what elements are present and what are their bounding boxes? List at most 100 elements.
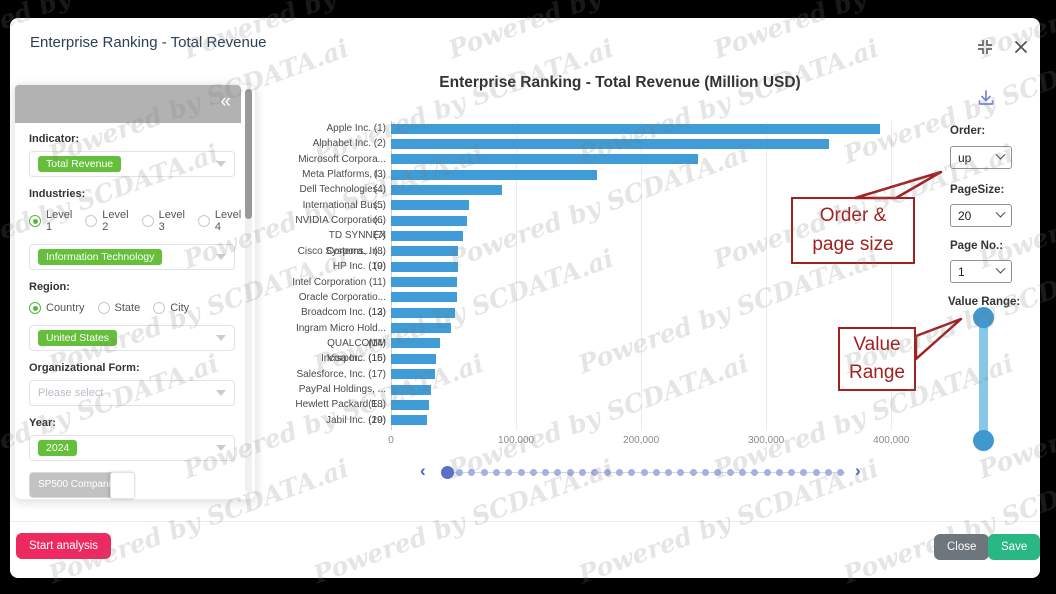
chart-row: HP Inc. (10) xyxy=(290,259,950,275)
pagination-dot[interactable] xyxy=(677,469,685,476)
pagination-dot[interactable] xyxy=(492,469,500,476)
radio-city[interactable]: City xyxy=(153,302,189,314)
pagination-dot[interactable] xyxy=(480,469,488,476)
grid-line xyxy=(641,121,643,430)
pagination-dot[interactable] xyxy=(542,469,550,476)
bar xyxy=(391,292,458,303)
value-range-lower-handle[interactable] xyxy=(973,430,994,451)
collapse-window-icon[interactable] xyxy=(976,38,994,56)
pagination-dot[interactable] xyxy=(837,469,845,476)
indicator-select[interactable]: Total Revenue xyxy=(29,151,235,177)
pagination-dot[interactable] xyxy=(505,469,513,476)
pagination-dot[interactable] xyxy=(468,469,476,476)
pagination-dot[interactable] xyxy=(554,469,562,476)
radio-level-4[interactable]: Level 4 xyxy=(197,209,241,233)
bar xyxy=(391,184,502,195)
country-tag: United States xyxy=(38,329,118,347)
pagination-dot[interactable] xyxy=(788,469,796,476)
pagination-dot[interactable] xyxy=(738,469,746,476)
modal-title: Enterprise Ranking - Total Revenue xyxy=(30,34,267,51)
year-select[interactable]: 2024 xyxy=(29,435,235,461)
order-select[interactable]: up xyxy=(950,146,1012,169)
pagination-dot[interactable] xyxy=(579,469,586,476)
bar-category-label: QUALCOMM Incorpor... (15) xyxy=(320,337,386,365)
bar xyxy=(391,369,435,380)
pagination-dot[interactable] xyxy=(689,469,697,476)
x-axis-tick: 300,000 xyxy=(748,435,785,446)
pagination-dot[interactable] xyxy=(812,469,820,476)
pagination-dot[interactable] xyxy=(517,469,525,476)
pagination-dot[interactable] xyxy=(775,469,783,476)
pagination-dot[interactable] xyxy=(763,469,771,476)
pagination-dot[interactable] xyxy=(566,469,574,476)
bar xyxy=(391,307,456,318)
bar xyxy=(391,231,463,242)
industry-select[interactable]: Information Technology xyxy=(29,244,235,270)
radio-level-3[interactable]: Level 3 xyxy=(141,209,185,233)
pagination-dot[interactable] xyxy=(751,469,759,476)
bar-category-label: NVIDIA Corporatio... (7) xyxy=(295,215,386,242)
pagesize-select[interactable]: 20 xyxy=(950,204,1012,227)
region-label: Region: xyxy=(29,281,70,293)
sidebar-scrollbar-thumb[interactable] xyxy=(245,89,252,219)
start-analysis-button[interactable]: Start analysis xyxy=(16,533,112,559)
pagination-dot-active[interactable] xyxy=(440,466,454,479)
sp500-toggle-knob[interactable] xyxy=(110,472,135,499)
pagination-dot[interactable] xyxy=(726,469,734,476)
pagination-dot[interactable] xyxy=(702,469,709,476)
bar xyxy=(391,215,468,226)
sp500-toggle[interactable]: SP500 Companies xyxy=(29,472,135,499)
chevron-down-icon xyxy=(216,445,226,451)
country-select[interactable]: United States xyxy=(29,325,235,351)
org-form-placeholder: Please select xyxy=(38,387,104,399)
pagination-dot[interactable] xyxy=(640,469,648,476)
radio-dot xyxy=(85,215,98,227)
radio-dot xyxy=(153,302,166,314)
close-button[interactable]: Close xyxy=(934,534,990,560)
pagination-dot[interactable] xyxy=(591,469,599,476)
bar xyxy=(391,123,880,134)
org-form-select[interactable]: Please select xyxy=(29,380,235,406)
radio-country[interactable]: Country xyxy=(29,302,85,314)
pagination-dot[interactable] xyxy=(825,469,832,476)
chart-row: TD SYNNEX Corpora... (8) xyxy=(290,228,950,257)
pagination-dot[interactable] xyxy=(456,469,463,476)
sidebar-scrollbar xyxy=(245,89,252,493)
pagination-dot[interactable] xyxy=(529,469,537,476)
pagination-dot[interactable] xyxy=(628,469,636,476)
pagination-dot[interactable] xyxy=(603,469,611,476)
pagination-next-icon[interactable]: › xyxy=(855,461,861,480)
chevron-down-icon xyxy=(995,263,1006,274)
pagination-prev-icon[interactable]: ‹ xyxy=(420,461,426,480)
radio-level-1[interactable]: Level 1 xyxy=(29,209,72,233)
save-button[interactable]: Save xyxy=(988,534,1041,560)
chart-row: Jabil Inc. (20) xyxy=(290,413,950,429)
chart-row: Dell Technologies... (5) xyxy=(290,182,950,211)
close-icon[interactable] xyxy=(1012,38,1030,56)
pagination-dot[interactable] xyxy=(714,469,722,476)
bar-category-label: International Bus... (6) xyxy=(302,199,386,227)
value-range-upper-handle[interactable] xyxy=(973,307,994,328)
enterprise-ranking-modal: Enterprise Ranking - Total Revenue « Ind… xyxy=(10,18,1041,578)
sidebar-collapse-icon[interactable]: « xyxy=(220,91,231,112)
radio-dot xyxy=(29,215,41,227)
chart-pagination: ‹ › xyxy=(410,460,890,486)
sp500-toggle-label: SP500 Companies xyxy=(38,479,122,490)
annotation-order-page-size: Order & page size xyxy=(791,197,915,264)
grid-line xyxy=(516,121,518,430)
pagination-dot[interactable] xyxy=(800,469,808,476)
chart-row: Cisco Systems, In... (9) xyxy=(290,244,950,272)
year-label: Year: xyxy=(29,417,56,429)
bar-category-label: Meta Platforms, I... (4) xyxy=(302,169,386,196)
bar-category-label: Broadcom Inc. (13) xyxy=(300,307,386,319)
pagination-dot[interactable] xyxy=(652,469,660,476)
y-axis-line xyxy=(391,121,392,430)
pageno-select[interactable]: 1 xyxy=(950,260,1012,283)
pagination-dot[interactable] xyxy=(615,469,623,476)
pagination-dot[interactable] xyxy=(665,469,673,476)
radio-state[interactable]: State xyxy=(97,302,140,314)
download-icon[interactable] xyxy=(976,88,996,108)
bar-category-label: Ingram Micro Hold... (14) xyxy=(295,322,386,349)
radio-level-2[interactable]: Level 2 xyxy=(85,209,129,233)
chart-row: Salesforce, Inc. (17) xyxy=(290,367,950,383)
